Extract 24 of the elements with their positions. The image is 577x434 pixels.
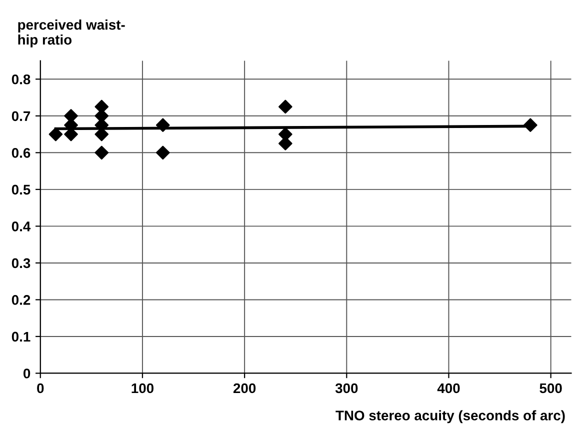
y-tick-label: 0.8 bbox=[12, 74, 30, 84]
point bbox=[156, 146, 170, 160]
y-tick-label: 0.4 bbox=[12, 222, 31, 232]
point bbox=[523, 118, 538, 132]
y-tick-label: 0.2 bbox=[12, 295, 30, 305]
point bbox=[48, 127, 63, 142]
point bbox=[278, 136, 292, 150]
x-tick-label: 400 bbox=[437, 383, 460, 394]
y-tick-label: 0.6 bbox=[12, 148, 30, 158]
x-tick-label: 0 bbox=[37, 383, 44, 394]
y-tick-label: 0 bbox=[23, 368, 30, 378]
x-tick-label: 200 bbox=[233, 383, 256, 394]
y-axis-title: perceived waist- hip ratio bbox=[18, 20, 125, 48]
x-tick-label: 500 bbox=[540, 383, 562, 394]
x-axis-title: TNO stereo acuity (seconds of arc) bbox=[336, 410, 565, 424]
point bbox=[156, 118, 170, 132]
x-tick-label: 300 bbox=[335, 383, 358, 394]
point bbox=[278, 100, 292, 114]
y-tick-label: 0.7 bbox=[12, 111, 30, 122]
y-tick-label: 0.1 bbox=[12, 332, 30, 342]
y-tick-label: 0.3 bbox=[12, 258, 30, 268]
x-tick-label: 100 bbox=[132, 383, 154, 394]
y-tick-label: 0.5 bbox=[12, 184, 30, 195]
point bbox=[94, 146, 109, 160]
